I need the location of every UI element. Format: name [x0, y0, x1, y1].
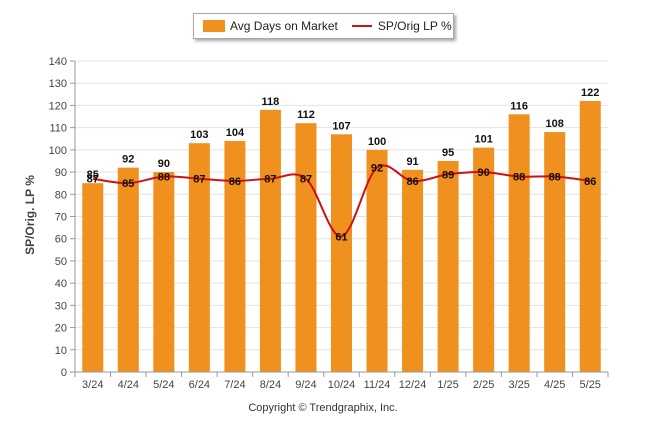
line-value-label: 86: [584, 176, 596, 188]
x-tick-label: 5/24: [153, 379, 174, 391]
bar: [579, 100, 601, 372]
bar-value-label: 104: [226, 127, 245, 139]
x-tick-label: 1/25: [437, 379, 458, 391]
line-value-label: 87: [264, 174, 276, 186]
y-tick-label: 0: [61, 367, 67, 379]
y-tick-label: 120: [49, 100, 67, 112]
y-tick-label: 10: [55, 345, 67, 357]
x-tick-label: 4/24: [118, 379, 139, 391]
bar-value-label: 103: [190, 129, 208, 141]
line-value-label: 89: [442, 169, 454, 181]
bar: [295, 123, 317, 372]
bar-value-label: 101: [474, 134, 492, 146]
x-tick-label: 11/24: [364, 379, 391, 391]
y-tick-label: 100: [49, 145, 67, 157]
line-value-label: 86: [406, 176, 418, 188]
line-value-label: 90: [478, 167, 490, 179]
x-tick-label: 9/24: [295, 379, 316, 391]
bar: [437, 160, 459, 372]
x-tick-label: 3/24: [82, 379, 103, 391]
bar-value-label: 92: [122, 154, 134, 166]
line-value-label: 87: [300, 174, 312, 186]
y-tick-label: 60: [55, 234, 67, 246]
y-tick-label: 30: [55, 300, 67, 312]
line-path: [92, 164, 591, 238]
bar: [188, 143, 210, 372]
y-axis-ticks: 0 10 20 30 40 50 60 70 80 90 100 110 120 130 140: [49, 56, 76, 379]
bar-series: [82, 100, 601, 373]
y-tick-label: 110: [49, 123, 67, 135]
bar: [259, 109, 281, 372]
y-tick-label: 40: [55, 278, 67, 290]
line-value-label: 88: [513, 172, 525, 184]
y-tick-label: 140: [49, 56, 67, 68]
line-value-label: 61: [335, 231, 347, 243]
bar: [331, 134, 352, 372]
bar-value-label: 95: [442, 147, 454, 159]
bar-value-label: 112: [297, 109, 315, 121]
x-tick-label: 10/24: [328, 379, 356, 391]
bar-value-label: 116: [510, 100, 528, 112]
y-tick-label: 80: [55, 189, 67, 201]
line-value-label: 85: [122, 178, 134, 190]
y-tick-label: 20: [55, 323, 67, 335]
bar: [366, 149, 388, 372]
y-axis-label: SP/Orig. LP %: [23, 175, 37, 255]
bar-swatch-icon: [203, 20, 225, 32]
bar-value-label: 100: [368, 136, 386, 148]
x-tick-label: 6/24: [189, 379, 210, 391]
bar: [153, 172, 175, 372]
line-swatch-icon: [351, 25, 372, 27]
bar: [508, 114, 530, 373]
x-tick-label: 3/25: [508, 379, 529, 391]
bar: [544, 132, 566, 372]
legend-bar-label: Avg Days on Market: [230, 19, 338, 33]
copyright-text: Copyright © Trendgraphix, Inc.: [248, 402, 398, 414]
bar-value-label: 122: [581, 87, 599, 99]
y-tick-label: 50: [55, 256, 67, 268]
x-tick-label: 2/25: [473, 379, 494, 391]
bar-value-label: 85: [87, 169, 99, 181]
y-tick-label: 90: [55, 167, 67, 179]
bar: [82, 183, 104, 372]
line-value-label: 88: [158, 172, 170, 184]
bar-value-label: 108: [546, 118, 564, 130]
bar-value-label: 107: [332, 120, 350, 132]
line-series: [92, 164, 591, 238]
line-value-label: 87: [193, 174, 205, 186]
data-labels: 85 92 90 103 104 118 112 107 100 91 95 101 116 108 122…: [87, 87, 600, 244]
legend: Avg Days on Market SP/Orig LP %: [193, 13, 454, 39]
legend-line-label: SP/Orig LP %: [377, 19, 452, 33]
x-axis: 3/24 4/24 5/24 6/24 7/24 8/24 9/24 10/24 11/24 12…: [74, 371, 609, 391]
bar: [402, 169, 424, 372]
x-tick-label: 5/25: [580, 379, 601, 391]
line-value-label: 87: [87, 174, 99, 186]
x-tick-label: 12/24: [399, 379, 427, 391]
bar: [117, 167, 139, 372]
bar-value-label: 118: [262, 96, 280, 108]
legend-item-bar[interactable]: Avg Days on Market: [194, 19, 338, 33]
bar: [473, 147, 495, 372]
y-tick-label: 130: [49, 78, 67, 90]
y-tick-label: 70: [55, 212, 67, 224]
bar-value-label: 90: [158, 158, 170, 170]
x-tick-label: 7/24: [224, 379, 245, 391]
x-tick-label: 4/25: [544, 379, 565, 391]
line-value-label: 86: [229, 176, 241, 188]
bar-value-label: 91: [406, 156, 418, 168]
x-tick-label: 8/24: [260, 379, 281, 391]
legend-item-line[interactable]: SP/Orig LP %: [338, 19, 452, 33]
line-value-label: 88: [549, 172, 561, 184]
line-value-label: 92: [371, 163, 383, 175]
bar: [224, 140, 246, 372]
